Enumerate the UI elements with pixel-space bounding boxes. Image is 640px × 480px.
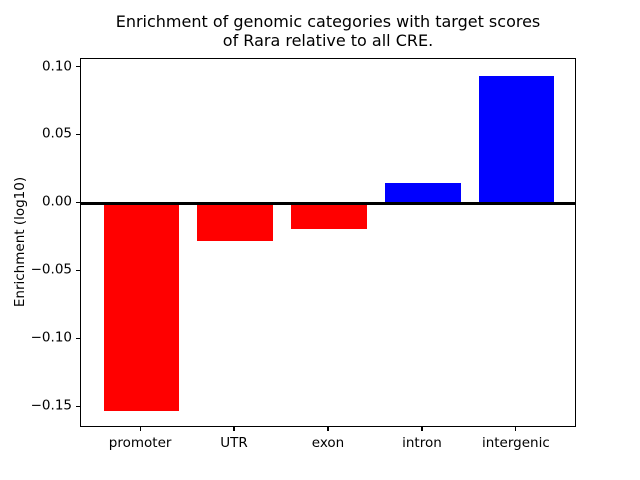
x-tick-label-exon: exon: [311, 435, 345, 451]
x-tick-mark: [233, 427, 235, 431]
y-tick-label: −0.05: [30, 261, 72, 278]
bar-utr: [197, 203, 273, 242]
x-tick-mark: [515, 427, 517, 431]
zero-line: [81, 202, 575, 205]
x-tick-label-utr: UTR: [220, 435, 248, 451]
chart-title: Enrichment of genomic categories with ta…: [80, 12, 576, 50]
x-tick-label-intron: intron: [402, 435, 442, 451]
y-tick-label: 0.05: [41, 125, 72, 142]
y-tick-label: 0.10: [41, 57, 72, 74]
x-tick-mark: [421, 427, 423, 431]
y-tick-mark: [76, 65, 80, 68]
y-tick-mark: [76, 201, 80, 203]
chart-title-line-2: of Rara relative to all CRE.: [222, 31, 434, 50]
y-tick-mark: [76, 405, 80, 407]
y-tick-mark: [76, 337, 80, 339]
x-tick-label-promoter: promoter: [108, 435, 172, 451]
bar-intergenic: [479, 75, 555, 204]
x-tick-mark: [139, 427, 141, 431]
y-tick-label: −0.15: [30, 397, 72, 414]
bar-intron: [385, 183, 461, 204]
x-tick-mark: [327, 427, 329, 431]
y-tick-label: 0.00: [41, 193, 72, 210]
y-tick-mark: [76, 269, 80, 271]
y-tick-mark: [76, 133, 80, 136]
bar-promoter: [103, 203, 179, 412]
x-tick-label-intergenic: intergenic: [481, 435, 550, 451]
plot-area: [80, 58, 576, 427]
bar-exon: [291, 203, 367, 230]
chart-title-line-1: Enrichment of genomic categories with ta…: [115, 12, 541, 31]
y-tick-label: −0.10: [30, 329, 72, 346]
